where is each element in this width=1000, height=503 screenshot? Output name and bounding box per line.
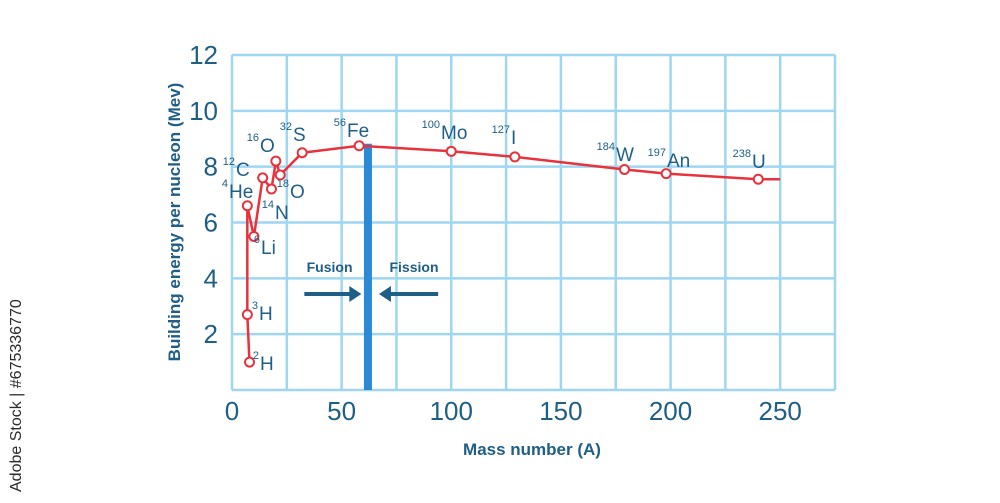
- y-axis-label: Building energy per nucleon (Mev): [165, 83, 184, 362]
- isotope-symbol: N: [275, 203, 289, 224]
- isotope-mass-number: 16: [247, 132, 259, 144]
- series-line: [246, 144, 781, 363]
- data-point: [265, 183, 277, 195]
- isotope-symbol: S: [293, 125, 306, 146]
- x-tick-label: 100: [430, 396, 473, 426]
- y-tick-label: 12: [189, 40, 218, 70]
- isotope-mass-number: 238: [733, 148, 751, 160]
- isotope-symbol: H: [259, 304, 273, 325]
- fusion-label: Fusion: [307, 259, 353, 275]
- x-tick-label: 200: [649, 396, 692, 426]
- y-tick-labels: 2 4 6 8 10 12: [189, 40, 218, 349]
- x-tick-label: 50: [327, 396, 356, 426]
- x-tick-label: 0: [225, 396, 239, 426]
- isotope-symbol: W: [616, 145, 634, 166]
- stock-watermark: Adobe Stock | #675336770: [8, 299, 25, 492]
- isotope-symbol: O: [260, 136, 275, 157]
- isotope-mass-number: 3: [252, 300, 258, 312]
- data-point: [257, 172, 269, 184]
- isotope-mass-number: 4: [222, 178, 228, 190]
- isotope-mass-number: 197: [648, 147, 666, 159]
- isotope-symbol: An: [667, 151, 690, 172]
- isotope-mass-number: 6: [254, 234, 260, 246]
- isotope-mass-number: 2: [253, 350, 259, 362]
- data-point: [274, 169, 286, 181]
- binding-energy-series: [241, 140, 781, 368]
- isotope-mass-number: 184: [597, 141, 615, 153]
- isotope-mass-number: 100: [422, 119, 440, 131]
- x-axis-label: Mass number (A): [463, 440, 601, 459]
- data-point: [445, 145, 457, 157]
- fusion-arrow-head: [349, 286, 362, 302]
- x-tick-label: 250: [758, 396, 801, 426]
- data-point: [509, 151, 521, 163]
- grid-lines: [230, 53, 837, 392]
- y-tick-label: 4: [204, 263, 218, 293]
- y-tick-label: 10: [189, 96, 218, 126]
- isotope-symbol: U: [752, 152, 766, 173]
- fusion-fission-regions: Fusion Fission: [304, 259, 439, 302]
- isotope-mass-number: 14: [262, 199, 274, 211]
- y-tick-label: 6: [204, 208, 218, 238]
- data-point: [248, 230, 260, 242]
- isotope-symbol: Li: [261, 238, 276, 259]
- y-tick-label: 8: [204, 152, 218, 182]
- isotope-symbol: Mo: [441, 123, 467, 144]
- isotope-symbol: O: [290, 182, 305, 203]
- data-point: [752, 173, 764, 185]
- data-point: [241, 200, 253, 212]
- isotope-mass-number: 18: [277, 178, 289, 190]
- isotope-mass-number: 32: [280, 121, 292, 133]
- data-point: [353, 140, 365, 152]
- isotope-symbol: I: [511, 128, 516, 149]
- data-point: [618, 163, 630, 175]
- data-point: [244, 356, 256, 368]
- isotope-symbol: He: [229, 182, 253, 203]
- data-point: [296, 147, 308, 159]
- data-point: [270, 155, 282, 167]
- isotope-mass-number: 12: [223, 156, 235, 168]
- isotope-symbol: C: [236, 160, 250, 181]
- isotope-mass-number: 127: [492, 124, 510, 136]
- fission-arrow-head: [378, 286, 391, 302]
- y-tick-label: 2: [204, 319, 218, 349]
- isotope-mass-number: 56: [334, 117, 346, 129]
- divider-bar: [363, 143, 372, 390]
- isotope-symbol: H: [260, 354, 274, 375]
- fe-peak-divider: [363, 143, 372, 390]
- x-tick-labels: 0 50 100 150 200 250: [225, 396, 802, 426]
- data-point: [241, 309, 253, 321]
- isotope-symbol: Fe: [347, 121, 369, 142]
- data-point: [660, 168, 672, 180]
- fission-label: Fission: [389, 259, 438, 275]
- x-tick-label: 150: [539, 396, 582, 426]
